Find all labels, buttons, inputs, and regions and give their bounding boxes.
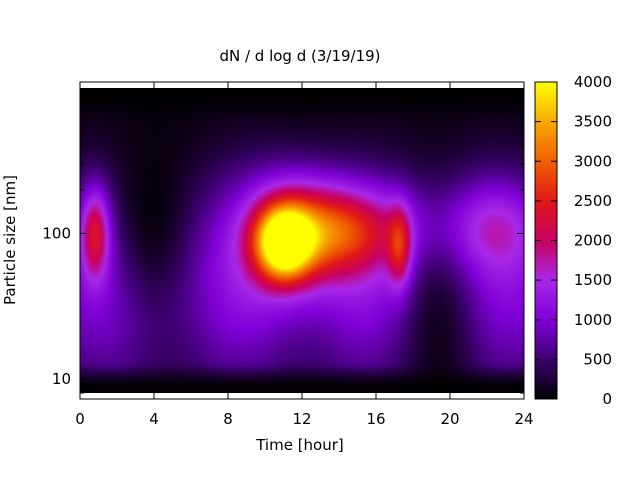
colorbar: 0 500 1000 1500 2000 2500 3000 3500 4000 [534,73,612,408]
x-tick-label: 8 [223,410,233,428]
colorbar-tick-label: 500 [583,350,612,368]
x-tick-label: 16 [366,410,385,428]
y-tick-label: 100 [42,224,71,242]
y-axis: 10 100 [42,94,524,394]
heatmap-canvas [80,88,524,393]
x-axis-label: Time [hour] [255,436,344,454]
y-tick-label: 10 [52,370,71,388]
x-tick-label: 24 [514,410,533,428]
x-tick-label: 4 [149,410,159,428]
colorbar-ticks: 0 500 1000 1500 2000 2500 3000 3500 4000 [535,73,612,408]
chart-title: dN / d log d (3/19/19) [219,47,380,65]
colorbar-tick-label: 0 [602,390,612,408]
colorbar-tick-label: 2500 [574,192,612,210]
colorbar-tick-label: 4000 [574,73,612,91]
y-axis-label: Particle size [nm] [1,175,19,305]
x-tick-label: 0 [75,410,85,428]
x-tick-label: 12 [292,410,311,428]
plot-area [79,81,525,400]
x-axis: 0 4 8 12 16 20 24 [75,82,534,428]
colorbar-tick-label: 2000 [574,232,612,250]
x-tick-label: 20 [440,410,459,428]
colorbar-tick-label: 3000 [574,152,612,170]
colorbar-tick-label: 1000 [574,311,612,329]
colorbar-tick-label: 1500 [574,271,612,289]
colorbar-tick-label: 3500 [574,113,612,131]
